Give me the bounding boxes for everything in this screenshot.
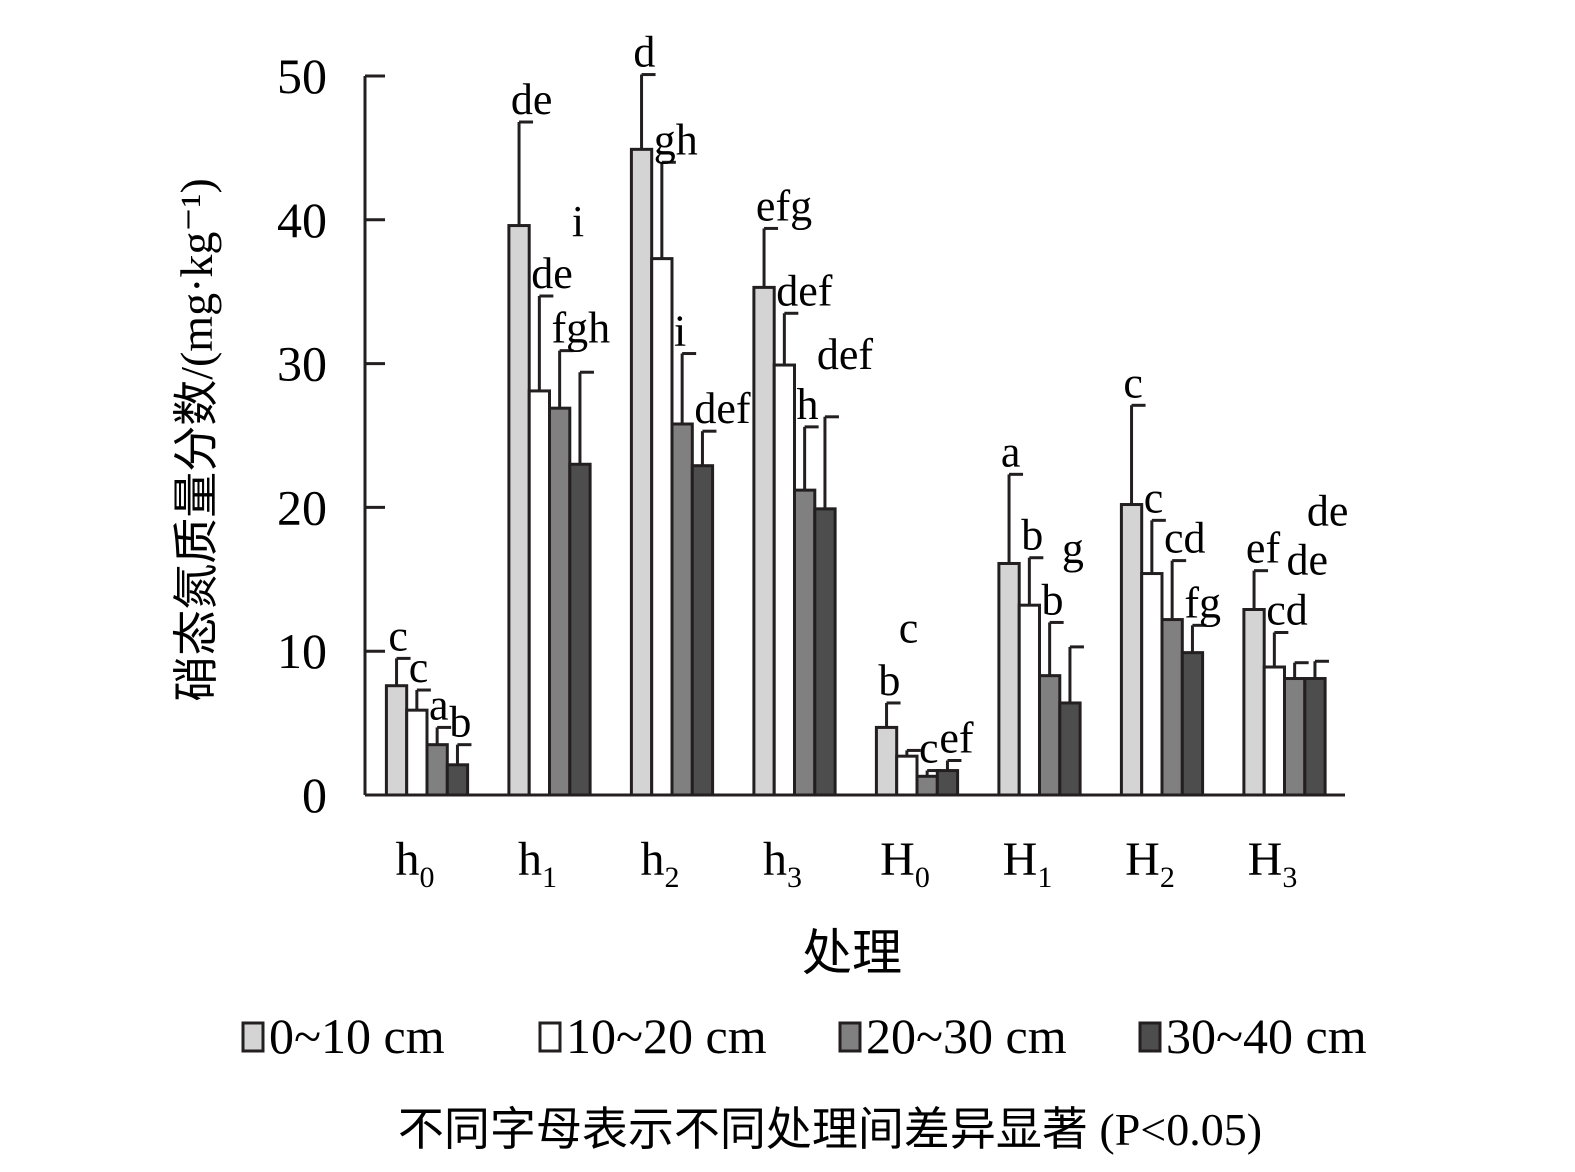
x-tick-label: h1 [518,833,557,894]
significance-letter: b [1042,575,1064,624]
bar [384,684,409,797]
significance-letter: h [797,380,819,429]
x-tick-label: h2 [641,833,680,894]
legend-label: 30~40 cm [1166,1008,1367,1064]
bars [384,73,1329,797]
legend-swatch [838,1021,862,1053]
bar [1017,603,1042,797]
x-tick-label: h3 [763,833,802,894]
significance-letter: fgh [552,304,611,353]
bar [507,224,531,797]
bar [548,406,572,797]
bar [1038,674,1062,797]
axes: 0 10 20 30 40 50 h0 h1 h2 h3 H0 H1 H2 H3 [277,48,1345,894]
bar [874,725,899,797]
significance-letter: i [674,307,686,356]
significance-letter: c [1123,358,1143,407]
y-axis-label: 硝态氮质量分数/(mg·kg⁻¹) [171,178,222,702]
bar [793,488,817,797]
bar [772,363,797,797]
significance-letter: b [449,698,471,747]
significance-letter: de [511,75,553,124]
bar [1119,503,1144,797]
significance-letter: c [409,643,429,692]
bar [895,754,919,797]
x-axis-label: 处理 [802,925,902,981]
bar [813,507,837,797]
significance-note: 不同字母表示不同处理间差异显著 (P<0.05) [398,1104,1262,1155]
bar [997,561,1021,797]
significance-letter: def [694,384,751,433]
x-tick-label: H3 [1248,833,1298,894]
bar [1283,677,1307,797]
significance-letter: efg [756,181,812,230]
y-tick-label: 20 [277,479,327,535]
bar [1058,701,1082,797]
legend-label: 10~20 cm [566,1008,767,1064]
bar [527,389,552,797]
y-tick-label: 40 [277,192,327,248]
bar [690,464,715,797]
bar [1303,677,1327,797]
significance-letter: de [1307,486,1349,535]
bar [1160,618,1184,797]
x-tick-label: H1 [1003,833,1053,894]
bar [650,257,674,797]
significance-letter: c [1144,473,1164,522]
significance-letter: cd [1164,514,1206,563]
y-tick-label: 30 [277,336,327,392]
significance-letter: def [776,266,833,315]
bar [629,147,654,797]
significance-letter: gh [654,115,698,164]
x-tick-label: h0 [396,833,435,894]
legend-label: 0~10 cm [269,1008,445,1064]
significance-letter: c [388,611,408,660]
significance-letter: fg [1184,578,1221,627]
x-tick-label: H0 [880,833,930,894]
y-tick-label: 50 [277,48,327,104]
bar [915,774,939,797]
y-tick-label: 0 [302,767,327,823]
bar [1180,651,1205,797]
bar [670,422,694,797]
significance-letter: de [1287,536,1329,585]
significance-letter: c [899,603,919,652]
significance-letter: def [817,330,874,379]
bar [445,763,470,797]
significance-letter: c [919,724,939,773]
x-tick-label: H2 [1125,833,1175,894]
significance-letter: ef [939,713,974,762]
bar [568,462,592,797]
bar [1242,607,1266,797]
y-tick-label: 10 [277,623,327,679]
legend-swatch [538,1021,562,1053]
significance-letter: i [572,197,584,246]
significance-letter: ef [1246,524,1281,573]
bar [425,743,449,797]
significance-letter: cd [1266,586,1308,635]
legend-swatch [1138,1021,1162,1053]
bar [405,708,429,797]
significance-letter: a [429,680,449,729]
bar [1140,572,1164,797]
significance-letter: de [531,249,573,298]
bar [752,285,776,797]
significance-letter: d [633,28,655,77]
legend-swatch [241,1021,265,1053]
significance-letter: b [878,656,900,705]
legend: 0~10 cm 10~20 cm 20~30 cm 30~40 cm [241,1008,1367,1064]
significance-letter: a [1001,427,1021,476]
legend-label: 20~30 cm [866,1008,1067,1064]
bar [935,769,960,797]
bar [1262,665,1286,797]
significance-letter: g [1062,524,1084,573]
significance-letter: b [1021,511,1043,560]
